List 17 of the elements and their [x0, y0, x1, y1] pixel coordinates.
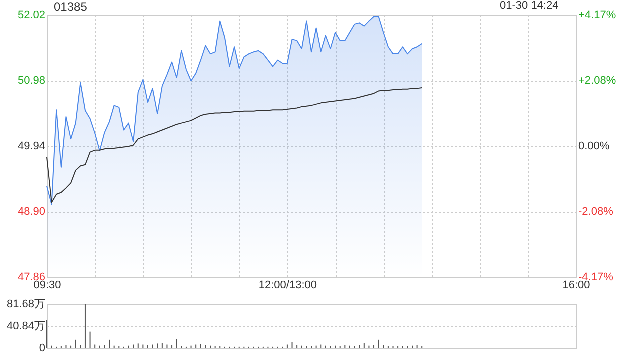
- chart-title: 01385: [54, 0, 88, 14]
- y2-tick-label: 0.00%: [578, 140, 610, 152]
- y-tick-label: 49.94: [18, 140, 46, 152]
- y2-tick-label: -2.08%: [578, 206, 614, 218]
- y-tick-label: 81.68万: [6, 298, 46, 310]
- y-tick-label: 52.02: [18, 10, 46, 22]
- x-tick-label: 12:00/13:00: [258, 280, 318, 292]
- x-tick-label: 09:30: [34, 280, 62, 292]
- y2-tick-label: +2.08%: [578, 75, 616, 88]
- y2-tick-label: +4.17%: [578, 10, 616, 22]
- x-tick-label: 16:00: [562, 280, 590, 292]
- y-tick-label: 0: [39, 342, 46, 354]
- line-series: [46, 88, 423, 204]
- y-tick-label: 50.98: [18, 75, 46, 87]
- y-tick-label: 48.90: [18, 206, 46, 218]
- text: 01-30 14:24: [500, 0, 559, 12]
- y-tick-label: 40.84万: [6, 320, 46, 332]
